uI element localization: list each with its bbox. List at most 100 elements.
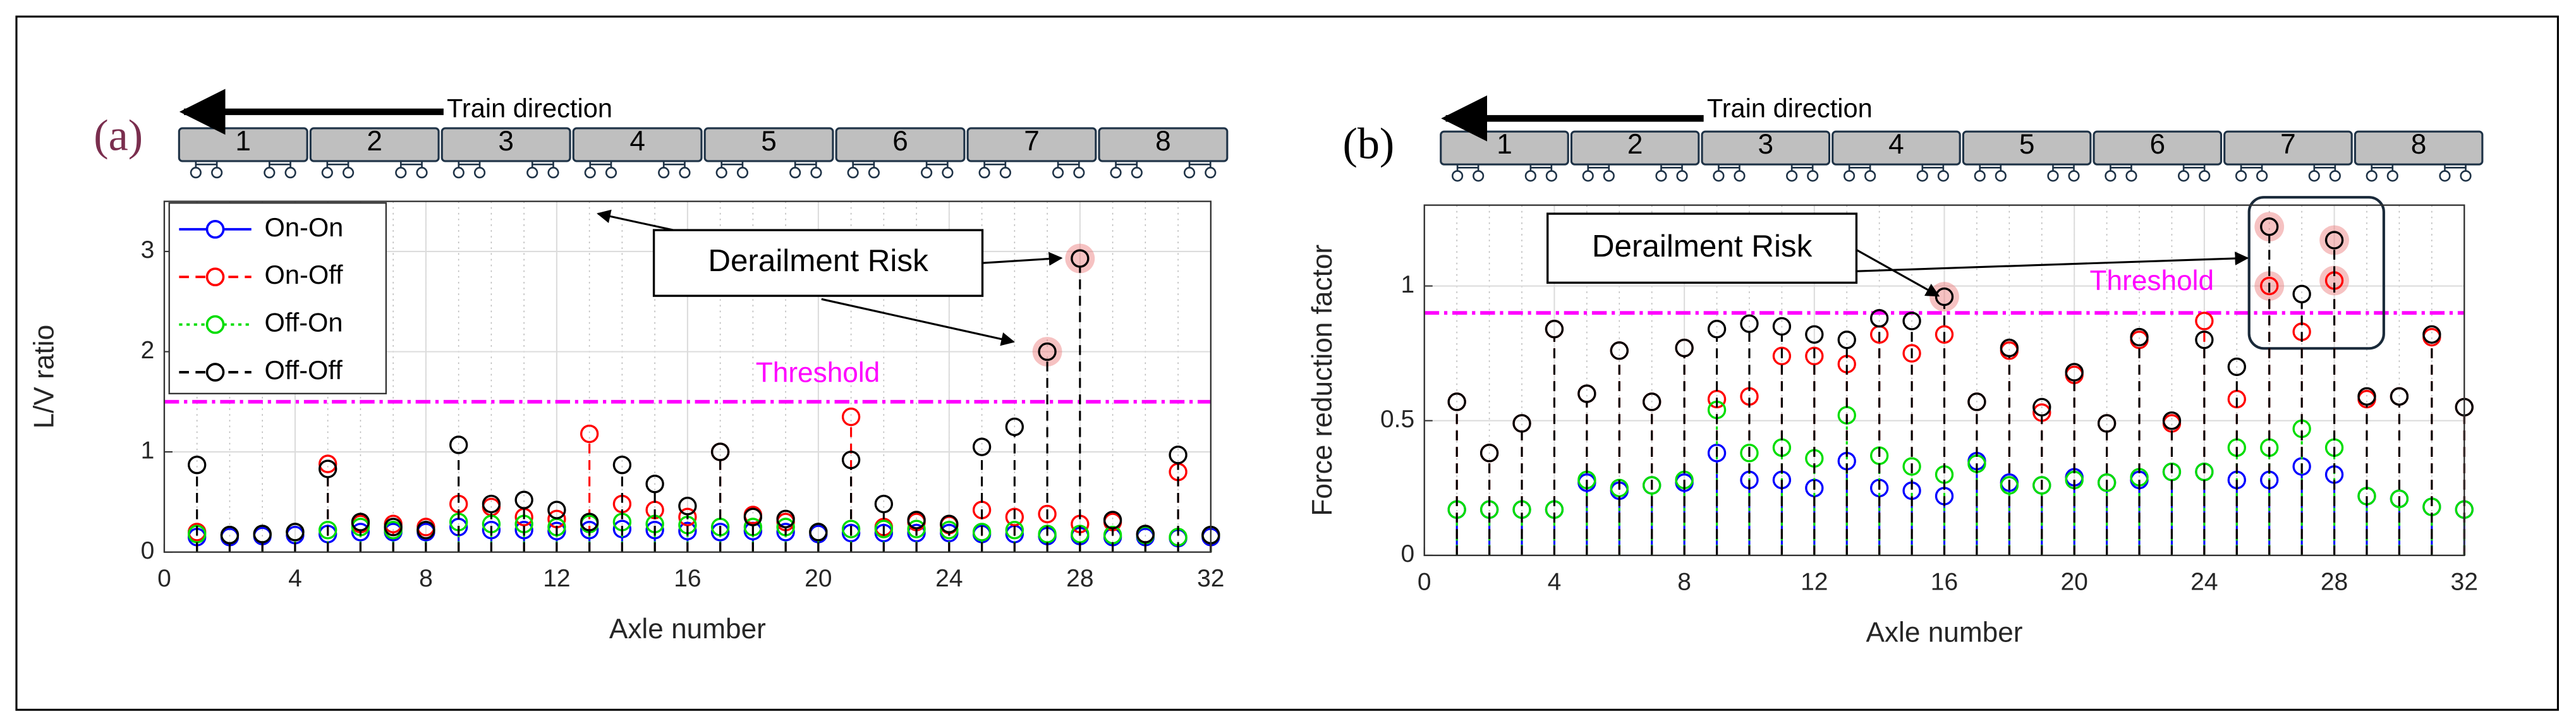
x-tick-label: 24 — [2190, 568, 2218, 595]
stem-marker — [2260, 217, 2279, 236]
wheel — [264, 167, 276, 179]
stem-marker — [874, 519, 894, 538]
legend-label: Off-On — [265, 308, 343, 337]
stem-marker — [1837, 331, 1856, 349]
wheel — [847, 167, 859, 179]
annotation-arrow — [1856, 248, 1940, 297]
wheel — [2178, 170, 2190, 182]
highlight — [2254, 212, 2285, 242]
stem-marker — [612, 455, 632, 475]
wheel — [284, 167, 296, 179]
annotation-box — [1546, 212, 1858, 284]
x-tick-label: 12 — [543, 565, 570, 592]
stem-marker — [318, 454, 337, 473]
stem-marker — [547, 500, 566, 519]
x-axis-label: Axle number — [609, 614, 766, 645]
threshold-label: Threshold — [2090, 265, 2215, 296]
stem-marker — [776, 509, 795, 529]
stem-marker — [2390, 489, 2409, 509]
wheel — [1052, 167, 1064, 179]
stem-marker — [645, 475, 664, 494]
wheel — [658, 167, 670, 179]
stem-marker — [318, 521, 337, 540]
train-car — [1570, 130, 1700, 166]
stem-marker — [482, 521, 501, 540]
stem-marker — [1643, 392, 1662, 411]
wheel — [789, 167, 801, 179]
wheel — [1451, 170, 1464, 182]
car-number: 7 — [2280, 129, 2296, 160]
highlight — [2319, 225, 2349, 255]
stem-marker — [1169, 446, 1188, 464]
axes-frame — [1423, 204, 2465, 557]
wheel — [2256, 170, 2268, 182]
legend-marker — [205, 315, 225, 334]
wheel — [942, 167, 954, 179]
stem-marker — [416, 521, 435, 540]
stem-marker — [841, 451, 861, 470]
x-tick-label: 32 — [2451, 568, 2478, 595]
car-number: 4 — [1888, 129, 1904, 160]
stem-marker — [2097, 473, 2117, 492]
car-number: 8 — [2411, 129, 2427, 160]
stem-marker — [972, 523, 992, 542]
wheel — [1807, 170, 1819, 182]
stem-marker — [1005, 521, 1024, 540]
annotation-arrow — [1856, 252, 2249, 272]
train-car — [440, 127, 571, 162]
stem-marker — [1772, 317, 1792, 336]
panel-label: (b) — [1342, 119, 1394, 168]
x-tick-label: 32 — [1197, 565, 1224, 592]
stem-marker — [841, 519, 861, 538]
stem-marker — [2130, 327, 2149, 347]
wheel — [1205, 167, 1217, 179]
wheel — [2329, 170, 2341, 182]
car-number: 8 — [1155, 126, 1171, 157]
x-tick-label: 28 — [2321, 568, 2348, 595]
annotation-text: Derailment Risk — [708, 243, 928, 278]
wheel — [526, 167, 538, 179]
stem-marker — [514, 490, 533, 509]
wheel — [1582, 170, 1594, 182]
stem-marker — [1707, 320, 1727, 339]
train-car — [835, 127, 966, 162]
y-tick-label: 3 — [141, 236, 155, 264]
legend-label: Off-Off — [265, 355, 343, 385]
stem-marker — [2357, 387, 2376, 406]
x-tick-label: 16 — [674, 565, 701, 592]
stem-marker — [874, 494, 894, 514]
stem-marker — [710, 442, 730, 461]
car-number: 3 — [498, 126, 514, 157]
y-tick-label: 1 — [141, 437, 155, 464]
stem-marker — [1740, 444, 1759, 463]
wheel — [1073, 167, 1085, 179]
wheel — [1786, 170, 1798, 182]
wheel — [2366, 170, 2378, 182]
stem-marker — [1005, 507, 1024, 526]
stem-marker — [940, 514, 959, 533]
train-car — [2223, 130, 2353, 166]
stem-marker — [2390, 387, 2409, 406]
x-tick-label: 8 — [419, 565, 433, 592]
stem-marker — [1805, 346, 1824, 366]
stem-marker — [580, 521, 599, 540]
highlight — [1065, 243, 1095, 274]
stem-marker — [678, 497, 697, 516]
stem-marker — [1675, 338, 1694, 358]
y-tick-label: 0.5 — [1380, 406, 1414, 433]
wheel — [736, 167, 749, 179]
stem-marker — [1772, 346, 1792, 366]
wheel — [1110, 167, 1122, 179]
wheel — [1545, 170, 1557, 182]
x-tick-label: 16 — [1931, 568, 1958, 595]
stem-marker — [220, 525, 240, 545]
wheel — [1524, 170, 1536, 182]
annotation-box — [652, 229, 984, 297]
wheel — [1864, 170, 1876, 182]
stem-marker — [776, 523, 795, 542]
car-number: 5 — [761, 126, 777, 157]
stem-marker — [2260, 276, 2279, 296]
stem-marker — [710, 523, 730, 542]
stem-marker — [351, 513, 370, 531]
